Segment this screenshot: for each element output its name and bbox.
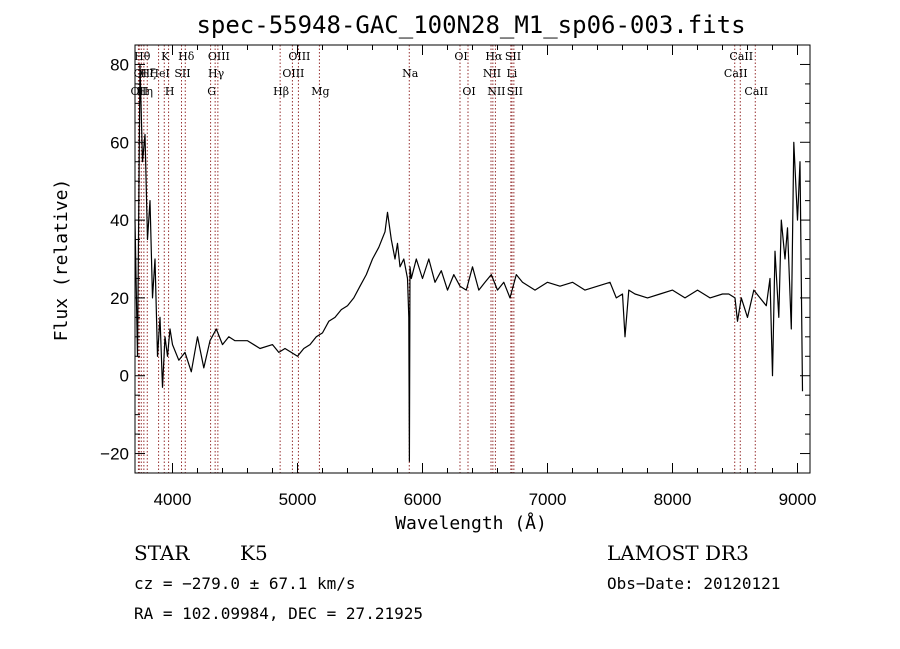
observation-date: Obs−Date: 20120121 (607, 574, 781, 593)
emission-line-label: NII (483, 67, 501, 80)
emission-line-label: Hβ (273, 85, 289, 98)
emission-line-label: G (207, 85, 216, 98)
emission-line-label: Hθ (134, 50, 151, 63)
plot-frame (134, 44, 811, 474)
x-axis-label: Wavelength (Å) (395, 512, 547, 534)
y-tick-label: 20 (110, 289, 129, 308)
x-tick-label: 7000 (529, 490, 567, 509)
emission-line-label: OIII (282, 67, 304, 80)
y-tick-label: 60 (110, 133, 129, 152)
redshift-velocity: cz = −279.0 ± 67.1 km/s (134, 574, 356, 593)
object-subclass: K5 (240, 541, 268, 565)
x-tick-label: 4000 (154, 490, 192, 509)
y-axis-label: Flux (relative) (51, 179, 72, 342)
spectrum-line (134, 63, 804, 462)
survey-name: LAMOST DR3 (607, 541, 749, 565)
emission-line-label: Hζ (140, 67, 156, 80)
y-tick-label: 80 (110, 55, 129, 74)
emission-line-label: SII (507, 85, 523, 98)
x-tick-label: 8000 (654, 490, 692, 509)
emission-line-label: HeI (149, 67, 169, 80)
x-tick-label: 9000 (779, 490, 817, 509)
y-tick-label: 40 (110, 211, 129, 230)
emission-line-label: OI (462, 85, 475, 98)
y-tick-label: 0 (120, 367, 129, 386)
emission-line-label: OI (454, 50, 467, 63)
emission-line-label: NII (487, 85, 505, 98)
coordinates: RA = 102.09984, DEC = 27.21925 (134, 604, 423, 623)
y-tick-label: −20 (100, 445, 129, 464)
emission-line-label: Hα (485, 50, 503, 63)
emission-line-label: OIII (208, 50, 230, 63)
emission-line-label: Mg (311, 85, 329, 98)
emission-line-label: OIII (288, 50, 310, 63)
object-class: STAR (134, 541, 190, 565)
emission-line-labels: OIIOIHθHηHζHeIKHSIIHδGHγOIIIHβOIIIOIIIMg… (131, 50, 769, 98)
emission-line-label: CaII (729, 50, 753, 63)
emission-line-label: H (165, 85, 175, 98)
x-tick-label: 6000 (404, 490, 442, 509)
emission-line-label: SII (505, 50, 521, 63)
emission-line-label: K (161, 50, 170, 63)
x-tick-label: 5000 (279, 490, 317, 509)
emission-line-label: SII (174, 67, 190, 80)
emission-line-label: CaII (744, 85, 768, 98)
emission-line-markers (137, 45, 756, 473)
chart-title: spec-55948-GAC_100N28_M1_sp06-003.fits (196, 11, 745, 39)
emission-line-label: Li (506, 67, 517, 80)
x-axis: 4000 5000 6000 7000 8000 9000 (154, 45, 817, 509)
emission-line-label: Hγ (208, 67, 225, 80)
emission-line-label: CaII (724, 67, 748, 80)
emission-line-label: Na (402, 67, 419, 80)
emission-line-label: Hδ (178, 50, 195, 63)
y-axis: −20 0 20 40 60 80 (100, 55, 810, 464)
